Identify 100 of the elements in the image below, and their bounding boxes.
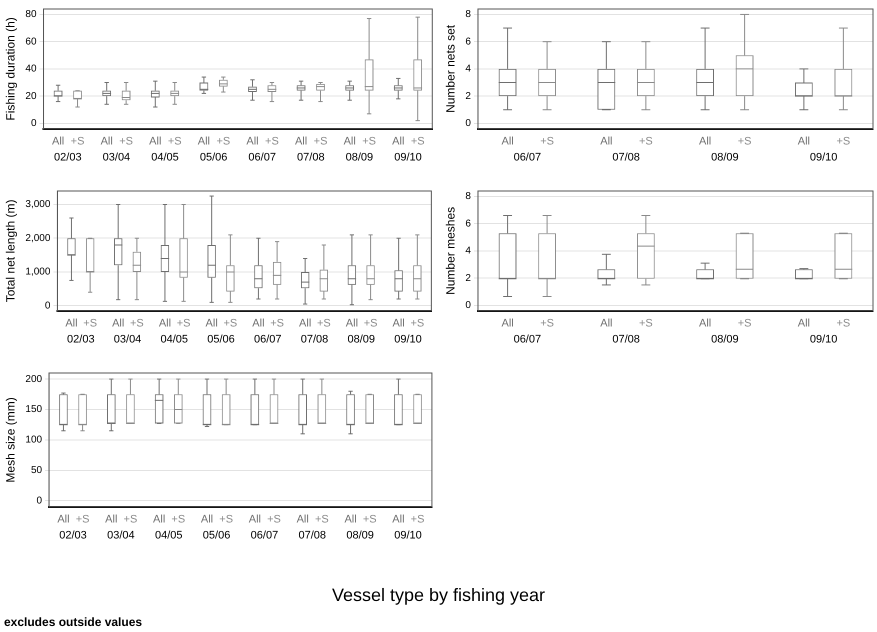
text: +S	[738, 135, 752, 148]
y-tick-label: 6	[465, 36, 472, 48]
text: All	[248, 513, 261, 526]
text: +S	[171, 513, 186, 526]
text: +S	[314, 513, 329, 526]
text: All	[798, 135, 810, 148]
y-tick-label: 8	[465, 191, 472, 202]
y-tick-label: 0	[30, 118, 37, 130]
text: All	[246, 135, 259, 148]
text: All	[600, 135, 612, 148]
text: All	[52, 135, 64, 148]
text: All	[158, 317, 172, 330]
text: +S	[364, 317, 378, 330]
x-tick-label: 05/06	[202, 529, 230, 542]
text: All	[294, 135, 308, 148]
text: +S	[76, 513, 90, 526]
x-tick-label: 06/07	[248, 151, 276, 164]
x-tick-label: 06/07	[254, 333, 282, 346]
x-tick-label: 03/04	[114, 333, 142, 346]
y-axis-title: Total net length (m)	[4, 200, 18, 302]
y-tick-label: 2,000	[25, 232, 51, 244]
y-tick-label: 4	[465, 64, 472, 75]
text: All	[105, 513, 118, 526]
text: +S	[316, 317, 331, 330]
text: All	[112, 317, 124, 330]
text: +S	[314, 135, 328, 148]
text: All	[698, 317, 712, 330]
y-tick-label: 2	[465, 90, 472, 102]
x-tick-label: 09/10	[394, 151, 422, 164]
x-tick-label: 04/05	[154, 529, 182, 542]
text: +S	[738, 317, 752, 330]
y-axis-title: Number nets set	[444, 24, 458, 113]
text: +S	[119, 135, 134, 148]
text: All	[392, 135, 404, 148]
x-tick-label: 03/04	[102, 151, 130, 164]
text: +S	[168, 135, 182, 148]
x-tick-label: 08/09	[711, 151, 739, 164]
text: +S	[638, 135, 653, 148]
x-tick-label: 09/10	[810, 333, 838, 346]
x-tick-label: 09/10	[394, 529, 422, 542]
y-tick-label: 0	[465, 118, 472, 130]
text: All	[65, 317, 78, 330]
text: +S	[223, 317, 238, 330]
x-tick-label: 02/03	[67, 333, 95, 346]
text: +S	[70, 135, 84, 148]
text: All	[200, 513, 214, 526]
text: All	[100, 135, 113, 148]
y-axis-title: Number meshes	[444, 206, 458, 295]
text: +S	[270, 317, 284, 330]
text: All	[252, 317, 265, 330]
text: +S	[267, 513, 281, 526]
x-tick-label: 02/03	[54, 151, 82, 164]
x-tick-label: 09/10	[394, 333, 422, 346]
text: All	[698, 135, 712, 148]
y-tick-label: 0	[465, 300, 472, 312]
text: All	[344, 135, 356, 148]
x-tick-label: 07/08	[297, 151, 325, 164]
text: +S	[638, 317, 653, 330]
x-tick-label: 08/09	[346, 529, 374, 542]
text: +S	[410, 513, 424, 526]
y-tick-label: 80	[25, 9, 37, 20]
x-tick-label: 02/03	[59, 529, 87, 542]
text: +S	[410, 135, 425, 148]
x-tick-label: 07/08	[612, 151, 640, 164]
y-tick-label: 2	[465, 272, 472, 284]
y-tick-label: 3,000	[25, 199, 51, 210]
y-tick-label: 40	[25, 64, 37, 75]
text: +S	[362, 513, 377, 526]
text: All	[798, 317, 810, 330]
text: All	[299, 317, 312, 330]
text: +S	[124, 513, 138, 526]
text: All	[392, 317, 405, 330]
x-tick-label: 07/08	[300, 333, 328, 346]
x-tick-label: 05/06	[207, 333, 235, 346]
text: +S	[265, 135, 279, 148]
text: All	[344, 513, 357, 526]
y-tick-label: 150	[25, 404, 43, 416]
x-tick-label: 08/09	[346, 151, 374, 164]
text: +S	[176, 317, 191, 330]
text: +S	[410, 317, 424, 330]
text: +S	[216, 135, 230, 148]
x-tick-label: 08/09	[347, 333, 376, 346]
x-tick-label: 07/08	[298, 529, 326, 542]
y-tick-label: 4	[465, 246, 472, 257]
y-tick-label: 8	[465, 9, 472, 20]
x-tick-label: 05/06	[200, 151, 228, 164]
text: All	[198, 135, 210, 148]
x-tick-label: 06/07	[250, 529, 278, 542]
x-tick-label: 09/10	[810, 151, 838, 164]
text: All	[153, 513, 166, 526]
y-tick-label: 200	[25, 374, 43, 385]
y-tick-label: 6	[465, 218, 472, 230]
text: All	[149, 135, 162, 148]
text: All	[57, 513, 70, 526]
text: +S	[836, 317, 850, 330]
y-tick-label: 1,000	[25, 266, 51, 278]
y-tick-label: 0	[36, 495, 43, 506]
text: +S	[219, 513, 234, 526]
text: +S	[362, 135, 376, 148]
x-tick-label: 06/07	[514, 151, 542, 164]
